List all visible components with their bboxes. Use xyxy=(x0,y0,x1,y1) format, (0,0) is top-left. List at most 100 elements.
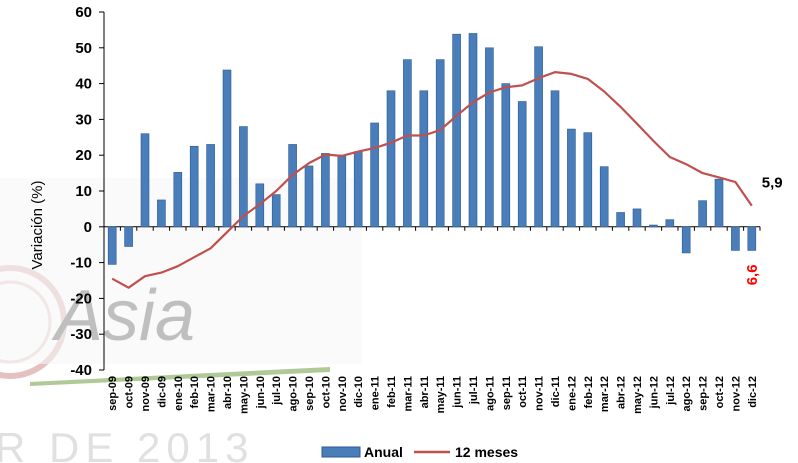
watermark-ring-inner-icon xyxy=(0,280,52,364)
x-tick-label: abr-12 xyxy=(616,376,628,409)
bar-anual xyxy=(567,128,576,228)
watermark-ring-icon xyxy=(0,265,67,379)
x-tick-label: ago-11 xyxy=(484,376,496,411)
x-tick-label: abr-10 xyxy=(222,376,234,409)
x-tick-label: jun-11 xyxy=(452,376,464,409)
bar-anual xyxy=(468,33,478,228)
y-tick-label: -20 xyxy=(70,290,92,307)
x-tick-label: jul-12 xyxy=(665,376,677,406)
x-tick-label: ene-11 xyxy=(370,376,382,410)
bar-anual xyxy=(485,47,494,228)
x-tick-label: may-12 xyxy=(632,376,644,414)
x-tick-label: nov-11 xyxy=(534,376,546,411)
bar-anual xyxy=(665,219,675,228)
annotation-last-12m: 5,9 xyxy=(762,175,783,192)
bar-anual xyxy=(239,126,248,228)
y-tick-label: 30 xyxy=(75,111,92,128)
x-tick-label: jun-12 xyxy=(648,376,660,409)
x-tick-label: ene-10 xyxy=(173,376,185,411)
x-tick-label: mar-12 xyxy=(599,376,611,412)
line-series xyxy=(111,70,753,289)
x-tick-label: oct-09 xyxy=(124,376,136,408)
x-tick-label: may-11 xyxy=(435,376,447,413)
bar-anual xyxy=(534,46,543,228)
bar-anual xyxy=(501,83,511,228)
bar-anual xyxy=(189,145,199,228)
x-tick-label: ene-12 xyxy=(566,376,578,411)
legend-label-anual: Anual xyxy=(364,444,403,460)
x-tick-label: mar-11 xyxy=(402,376,414,411)
x-tick-label: may-10 xyxy=(238,376,250,414)
bar-anual xyxy=(714,178,724,228)
bar-anual xyxy=(747,226,757,251)
bar-anual xyxy=(681,226,691,254)
x-tick-label: nov-09 xyxy=(140,376,152,411)
x-tick-label: dic-12 xyxy=(747,376,759,408)
bar-anual xyxy=(435,59,445,228)
y-tick-label: 20 xyxy=(75,147,92,164)
x-tick-label: dic-09 xyxy=(156,376,168,408)
x-tick-label: dic-10 xyxy=(353,376,365,408)
bar-anual xyxy=(271,194,281,228)
bar-anual xyxy=(403,59,412,228)
x-tick-label: jul-11 xyxy=(468,376,480,405)
x-tick-label: oct-12 xyxy=(714,376,726,408)
x-tick-label: nov-10 xyxy=(337,376,349,411)
y-axis-label: Variación (%) xyxy=(29,181,46,270)
x-tick-label: ago-12 xyxy=(681,376,693,411)
bar-anual xyxy=(173,172,183,228)
x-tick-label: oct-11 xyxy=(517,376,529,408)
line-12-meses xyxy=(111,70,753,289)
bar-anual xyxy=(304,165,314,228)
x-tick-label: ago-10 xyxy=(288,376,300,411)
watermark-text-asia: Asia xyxy=(51,276,195,356)
y-tick-label: 50 xyxy=(75,40,92,57)
y-tick-label: -30 xyxy=(70,326,92,343)
y-tick-labels: -40 -30 -20 -10 0 10 20 30 40 50 60 xyxy=(70,4,92,379)
bar-anual xyxy=(583,132,593,228)
watermark-swoosh xyxy=(30,367,330,386)
x-tick-label: feb-11 xyxy=(386,376,398,408)
bar-anual xyxy=(157,199,166,228)
watermark-text-date: R DE 2013 xyxy=(0,424,254,463)
x-tick-label: sep-12 xyxy=(698,376,710,411)
annotation-last-annual: 6,6 xyxy=(744,264,761,285)
legend-label-12meses: 12 meses xyxy=(455,444,518,460)
bar-anual xyxy=(321,153,330,228)
bar-anual xyxy=(353,151,363,228)
bar-anual xyxy=(370,122,379,228)
bar-anual xyxy=(649,224,658,228)
bar-anual xyxy=(632,208,642,228)
bar-anual xyxy=(222,69,232,228)
bar-anual xyxy=(698,200,707,228)
y-tick-label: 40 xyxy=(75,76,92,93)
bar-anual xyxy=(616,212,625,228)
bar-anual xyxy=(419,90,429,228)
bar-anual xyxy=(140,133,150,228)
bar-anual xyxy=(107,226,117,265)
x-tick-label: nov-12 xyxy=(730,376,742,411)
x-tick-label: sep-09 xyxy=(107,376,119,411)
bar-anual xyxy=(124,226,133,247)
x-tick-label: jun-10 xyxy=(255,376,267,409)
bar-anual xyxy=(206,144,215,228)
bars xyxy=(107,33,757,265)
y-tick-label: 0 xyxy=(84,219,92,236)
bar-anual xyxy=(337,154,347,228)
x-tick-label: sep-10 xyxy=(304,376,316,411)
y-tick-label: -10 xyxy=(70,255,92,272)
x-tick-label: sep-11 xyxy=(501,376,513,410)
x-tick-label: abr-11 xyxy=(419,376,431,408)
x-tick-label: feb-12 xyxy=(583,376,595,408)
y-tick-label: 10 xyxy=(75,183,92,200)
bar-anual xyxy=(731,226,740,251)
x-tick-label: oct-10 xyxy=(320,376,332,408)
bar-anual xyxy=(452,33,461,228)
x-tick-label: feb-10 xyxy=(189,376,201,408)
legend: Anual 12 meses xyxy=(321,444,518,460)
bar-anual xyxy=(599,166,609,228)
legend-swatch-anual xyxy=(321,446,361,458)
x-tick-label: jul-10 xyxy=(271,376,283,406)
y-tick-label: 60 xyxy=(75,4,92,21)
